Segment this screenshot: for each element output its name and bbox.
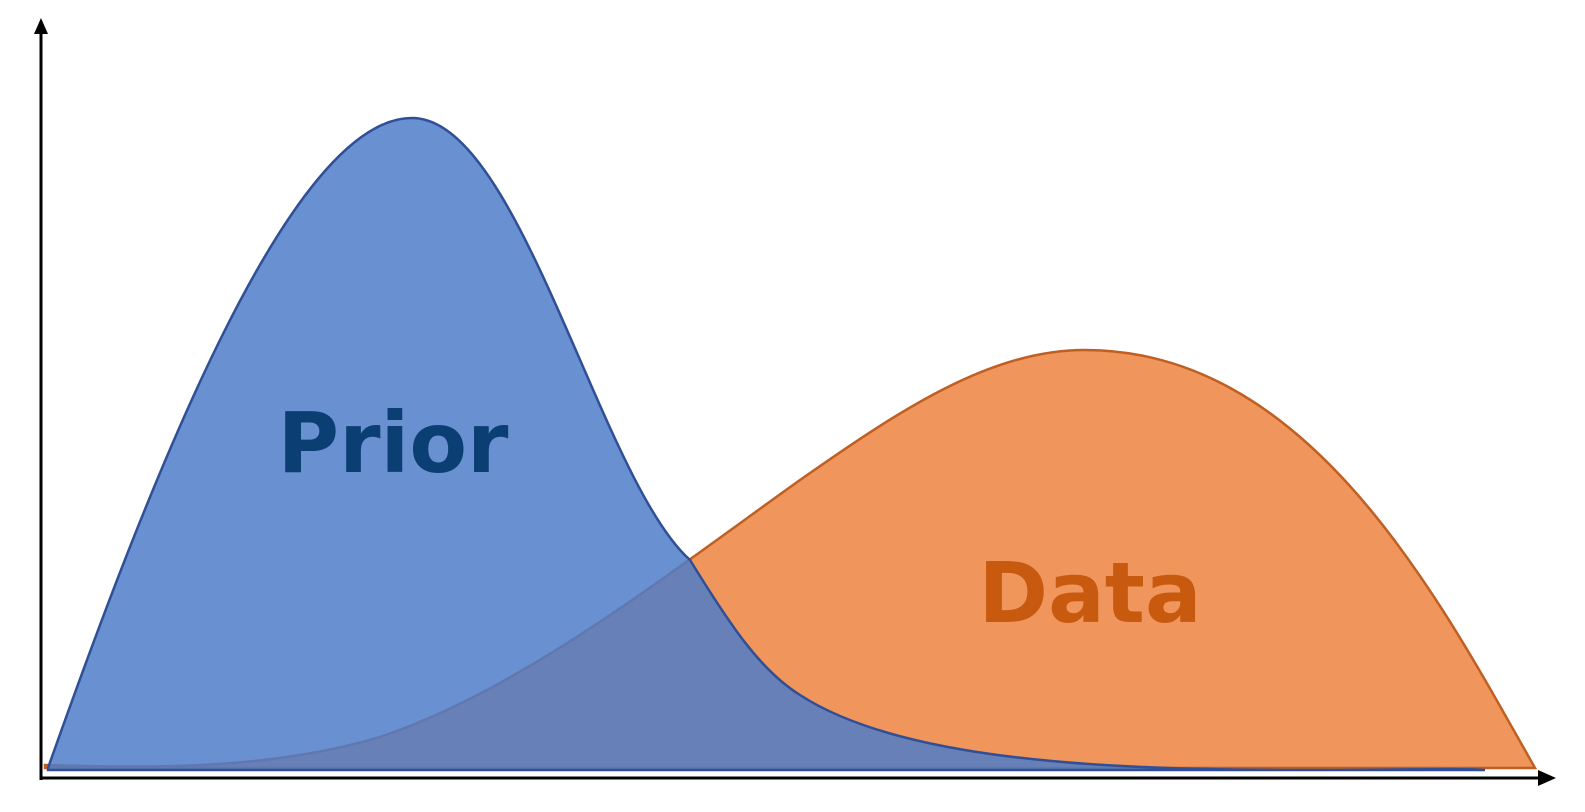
x-axis-arrowhead [1538, 770, 1556, 786]
prior-curve [46, 116, 1486, 772]
prior-label: Prior [278, 394, 509, 492]
y-axis-arrowhead [34, 18, 48, 34]
data-label: Data [978, 544, 1201, 642]
